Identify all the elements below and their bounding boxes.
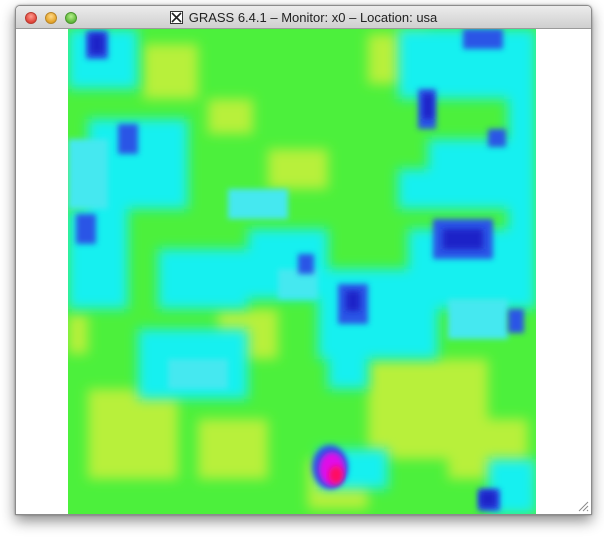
x11-icon xyxy=(169,11,183,24)
monitor-display xyxy=(16,29,591,514)
light-cyan-regions xyxy=(68,139,508,389)
close-icon[interactable] xyxy=(25,12,37,24)
grass-monitor-window: GRASS 6.4.1 – Monitor: x0 – Location: us… xyxy=(15,5,592,515)
yellow-green-regions xyxy=(68,34,528,509)
zoom-icon[interactable] xyxy=(65,12,77,24)
window-title-group: GRASS 6.4.1 – Monitor: x0 – Location: us… xyxy=(16,6,591,29)
resize-grip-icon[interactable] xyxy=(576,499,589,512)
dark-blue-regions xyxy=(90,34,496,507)
raster-map[interactable] xyxy=(68,29,536,514)
hotspot-region xyxy=(312,445,348,489)
raster-map-image xyxy=(68,29,536,514)
title-bar[interactable]: GRASS 6.4.1 – Monitor: x0 – Location: us… xyxy=(16,6,591,29)
minimize-icon[interactable] xyxy=(45,12,57,24)
window-title: GRASS 6.4.1 – Monitor: x0 – Location: us… xyxy=(188,10,438,25)
